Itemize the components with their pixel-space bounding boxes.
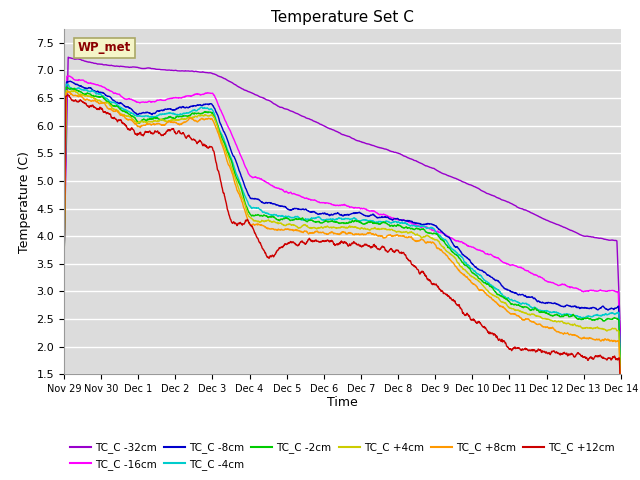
TC_C +8cm xyxy=(331,230,339,236)
TC_C -4cm xyxy=(617,372,625,378)
TC_C -2cm xyxy=(601,318,609,324)
TC_C +12cm xyxy=(601,356,609,361)
TC_C +8cm xyxy=(316,229,324,235)
TC_C +12cm xyxy=(60,274,68,280)
TC_C -8cm xyxy=(601,305,609,311)
TC_C -16cm xyxy=(89,81,97,86)
TC_C -2cm xyxy=(617,376,625,382)
TC_C +4cm xyxy=(316,225,324,230)
TC_C +8cm xyxy=(65,89,72,95)
TC_C +12cm xyxy=(316,239,324,245)
TC_C +4cm xyxy=(62,88,70,94)
TC_C -16cm xyxy=(60,264,68,270)
TC_C -2cm xyxy=(331,219,339,225)
TC_C -4cm xyxy=(60,268,68,274)
TC_C -16cm xyxy=(601,288,609,294)
TC_C -2cm xyxy=(62,84,70,90)
Line: TC_C -16cm: TC_C -16cm xyxy=(64,76,621,366)
Y-axis label: Temperature (C): Temperature (C) xyxy=(18,151,31,252)
TC_C -16cm xyxy=(601,288,609,294)
TC_C -32cm xyxy=(601,236,609,242)
TC_C +4cm xyxy=(89,94,97,100)
TC_C -4cm xyxy=(331,217,339,223)
TC_C -16cm xyxy=(65,73,72,79)
TC_C +12cm xyxy=(89,102,97,108)
TC_C +8cm xyxy=(601,336,609,342)
TC_C +8cm xyxy=(499,304,506,310)
Line: TC_C -2cm: TC_C -2cm xyxy=(64,87,621,379)
TC_C -8cm xyxy=(316,211,324,216)
TC_C -2cm xyxy=(89,93,97,98)
TC_C -4cm xyxy=(601,312,609,317)
TC_C +4cm xyxy=(499,300,506,305)
Legend: TC_C -32cm, TC_C -16cm, TC_C -8cm, TC_C -4cm, TC_C -2cm, TC_C +4cm, TC_C +8cm, T: TC_C -32cm, TC_C -16cm, TC_C -8cm, TC_C … xyxy=(66,438,619,474)
TC_C +4cm xyxy=(617,384,625,390)
TC_C +8cm xyxy=(60,261,68,266)
TC_C +4cm xyxy=(601,326,609,332)
Title: Temperature Set C: Temperature Set C xyxy=(271,10,414,25)
TC_C -2cm xyxy=(601,318,609,324)
TC_C -32cm xyxy=(316,121,324,127)
Line: TC_C -8cm: TC_C -8cm xyxy=(64,81,621,373)
TC_C +4cm xyxy=(331,225,339,230)
TC_C +12cm xyxy=(331,242,339,248)
TC_C -2cm xyxy=(60,269,68,275)
TC_C -16cm xyxy=(499,259,506,265)
TC_C -4cm xyxy=(89,88,97,94)
TC_C -2cm xyxy=(499,294,506,300)
TC_C -4cm xyxy=(601,312,609,318)
TC_C -32cm xyxy=(331,128,339,133)
TC_C -32cm xyxy=(601,237,609,242)
Text: WP_met: WP_met xyxy=(78,41,131,54)
TC_C -4cm xyxy=(316,215,324,221)
TC_C +4cm xyxy=(60,271,68,276)
TC_C -32cm xyxy=(499,197,506,203)
TC_C -32cm xyxy=(617,339,625,345)
TC_C +8cm xyxy=(89,97,97,103)
TC_C +12cm xyxy=(617,396,625,402)
TC_C -16cm xyxy=(316,200,324,205)
TC_C -32cm xyxy=(65,54,72,60)
TC_C -32cm xyxy=(89,60,97,66)
TC_C -16cm xyxy=(331,202,339,208)
TC_C +8cm xyxy=(601,336,609,342)
TC_C +12cm xyxy=(64,92,72,97)
TC_C -8cm xyxy=(60,267,68,273)
TC_C -8cm xyxy=(67,78,74,84)
TC_C -16cm xyxy=(617,363,625,369)
Line: TC_C +8cm: TC_C +8cm xyxy=(64,92,621,395)
X-axis label: Time: Time xyxy=(327,396,358,408)
TC_C +8cm xyxy=(617,392,625,398)
TC_C -8cm xyxy=(331,211,339,216)
TC_C -32cm xyxy=(60,254,68,260)
TC_C -8cm xyxy=(617,370,625,376)
TC_C -4cm xyxy=(63,81,71,87)
TC_C -8cm xyxy=(89,87,97,93)
TC_C -4cm xyxy=(499,292,506,298)
TC_C -8cm xyxy=(499,283,506,289)
Line: TC_C +12cm: TC_C +12cm xyxy=(64,95,621,399)
TC_C +12cm xyxy=(499,339,506,345)
TC_C +12cm xyxy=(601,356,609,361)
TC_C +4cm xyxy=(601,327,609,333)
Line: TC_C -4cm: TC_C -4cm xyxy=(64,84,621,375)
TC_C -2cm xyxy=(316,220,324,226)
Line: TC_C -32cm: TC_C -32cm xyxy=(64,57,621,342)
Line: TC_C +4cm: TC_C +4cm xyxy=(64,91,621,387)
TC_C -8cm xyxy=(601,305,609,311)
